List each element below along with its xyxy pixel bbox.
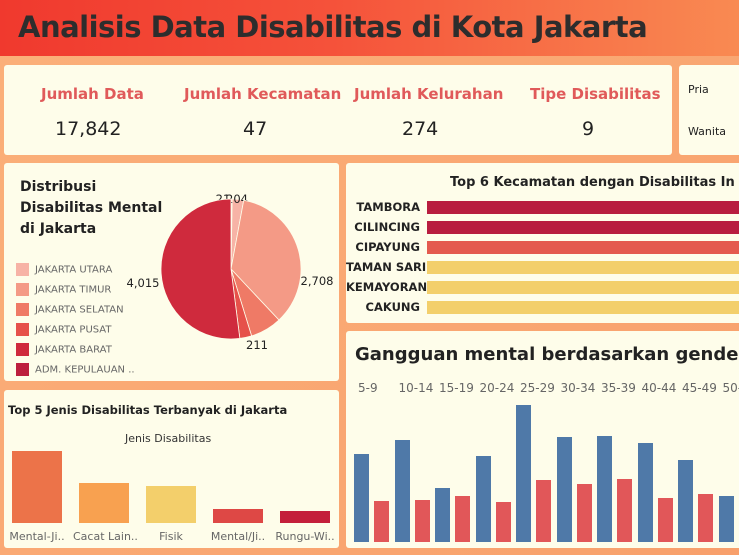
gender-label-wanita: Wanita [688,125,726,138]
gender-age-chart-title: Gangguan mental berdasarkan gender ( [355,344,739,365]
pie-slice-label: 4,015 [127,276,160,290]
kecamatan-label: TAMAN SARI [346,260,427,274]
age-gender-bar[interactable] [374,501,389,542]
kecamatan-bar[interactable] [427,261,739,274]
kpi-label-jumlah-kecamatan: Jumlah Kecamatan [184,85,342,103]
age-group-label: 15-19 [439,381,474,395]
kpi-card: Jumlah Data 17,842 Jumlah Kecamatan 47 J… [4,65,672,155]
top5-bar[interactable] [79,482,129,523]
age-group-label: 5-9 [358,381,378,395]
age-gender-bar[interactable] [657,498,673,542]
top5-bar[interactable] [146,485,196,523]
age-gender-bar[interactable] [556,437,572,542]
legend-label: JAKARTA SELATAN [35,304,124,316]
pie-chart-card: Distribusi Disabilitas Mental di Jakarta… [4,163,339,381]
pie-slice-label: 211 [246,338,268,352]
age-gender-bar[interactable] [536,480,551,542]
kecamatan-bar[interactable] [427,281,739,294]
legend-label: JAKARTA TIMUR [35,284,112,296]
age-group-label: 30-34 [560,381,596,395]
age-gender-bar[interactable] [678,460,693,542]
age-gender-bar[interactable] [414,500,430,542]
age-gender-bar[interactable] [718,496,734,542]
age-gender-bar[interactable] [495,502,511,542]
legend-label: JAKARTA UTARA [35,264,113,276]
kecamatan-label: CAKUNG [365,300,420,314]
age-gender-bar[interactable] [637,443,653,542]
gender-card: Pria Wanita [679,65,739,155]
kecamatan-chart-card: Top 6 Kecamatan dengan Disabilitas In TA… [346,163,739,323]
legend-swatch [16,263,29,276]
pie-legend-item[interactable]: JAKARTA BARAT [16,343,112,356]
kecamatan-bar[interactable] [427,241,739,254]
age-group-label: 20-24 [479,381,515,395]
legend-swatch [16,343,29,356]
pie-legend-item[interactable]: JAKARTA PUSAT [16,323,111,336]
kecamatan-chart-title: Top 6 Kecamatan dengan Disabilitas In [450,175,735,190]
top5-bar[interactable] [280,510,330,523]
pie-chart-title: Distribusi Disabilitas Mental di Jakarta [20,179,163,237]
age-gender-bar[interactable] [617,479,632,542]
pie-legend-item[interactable]: JAKARTA SELATAN [16,303,124,316]
pie-slice-label: 2,708 [301,274,334,288]
kpi-label-jumlah-kelurahan: Jumlah Kelurahan [354,85,504,103]
kpi-value-jumlah-data: 17,842 [55,118,122,140]
legend-swatch [16,303,29,316]
age-gender-bar[interactable] [394,440,410,542]
age-group-label: 35-39 [601,381,636,395]
gender-age-chart-card: Gangguan mental berdasarkan gender ( 5-9… [346,331,739,548]
top5-bar-label: Cacat Lain.. [73,530,138,543]
legend-swatch [16,283,29,296]
age-gender-bar[interactable] [597,436,612,542]
legend-label: JAKARTA BARAT [35,344,112,356]
age-group-label: 45-49 [682,381,717,395]
top5-bar-label: Mental-Ji.. [9,530,65,543]
age-group-label: 50- [722,381,739,395]
pie-slice-label: 204 [226,192,248,206]
legend-label: JAKARTA PUSAT [35,324,112,336]
kecamatan-bar[interactable] [427,301,739,314]
pie-legend-item[interactable]: JAKARTA UTARA [16,263,112,276]
page-title: Analisis Data Disabilitas di Kota Jakart… [18,10,648,44]
kecamatan-label: KEMAYORAN [346,280,428,294]
kecamatan-label: TAMBORA [356,200,420,214]
kecamatan-label: CILINCING [354,220,420,234]
age-group-label: 10-14 [398,381,434,395]
kpi-value-jumlah-kelurahan: 274 [402,118,439,140]
age-group-label: 25-29 [520,381,555,395]
top5-chart-subtitle: Jenis Disabilitas [125,432,212,445]
age-gender-bar[interactable] [576,484,592,542]
pie-legend-item[interactable]: ADM. KEPULAUAN .. [16,363,135,376]
kecamatan-bar[interactable] [427,201,739,214]
top5-chart-card: Top 5 Jenis Disabilitas Terbanyak di Jak… [4,390,339,548]
top5-bar[interactable] [12,451,62,523]
legend-label: ADM. KEPULAUAN .. [35,364,135,376]
top5-bar-label: Mental/Ji.. [210,530,266,543]
kpi-value-jumlah-kecamatan: 47 [243,118,268,140]
age-gender-bar[interactable] [435,488,450,542]
gender-label-pria: Pria [688,83,709,96]
age-gender-bar[interactable] [354,454,369,542]
kpi-value-tipe-disabilitas: 9 [582,118,595,140]
legend-swatch [16,323,29,336]
age-group-label: 40-44 [641,381,677,395]
age-gender-bar[interactable] [475,456,491,542]
pie-slice[interactable] [230,199,302,321]
pie-legend-item[interactable]: JAKARTA TIMUR [16,283,111,296]
age-gender-bar[interactable] [516,405,531,542]
top5-chart-title: Top 5 Jenis Disabilitas Terbanyak di Jak… [8,403,288,417]
top5-bar-label: Rungu-Wi.. [275,530,335,543]
kecamatan-bar[interactable] [427,221,739,234]
header-bar: Analisis Data Disabilitas di Kota Jakart… [0,0,739,56]
top5-bar[interactable] [213,509,263,523]
kpi-label-tipe-disabilitas: Tipe Disabilitas [530,85,661,103]
age-gender-bar[interactable] [455,496,470,542]
kecamatan-label: CIPAYUNG [355,240,420,254]
pie-slice[interactable] [160,198,241,340]
age-gender-bar[interactable] [698,494,713,542]
legend-swatch [16,363,29,376]
kpi-label-jumlah-data: Jumlah Data [41,85,144,103]
top5-bar-label: Fisik [159,530,183,543]
